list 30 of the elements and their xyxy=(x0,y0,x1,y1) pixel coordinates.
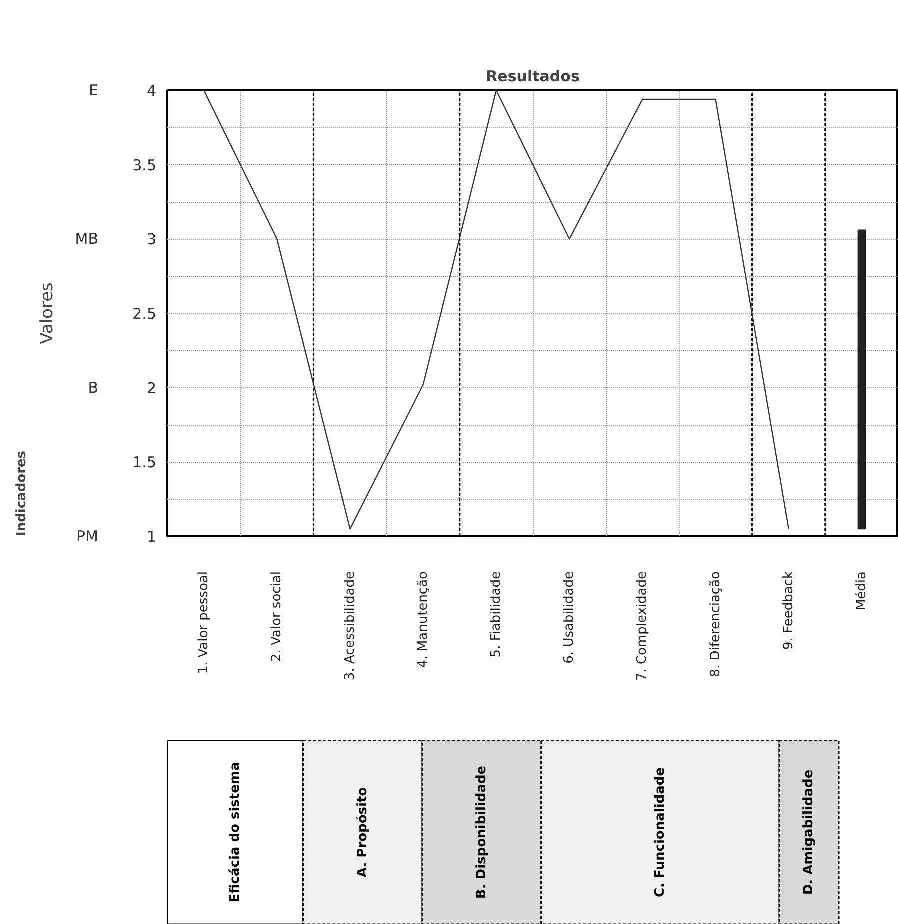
y-tick-label: 2.5 xyxy=(132,305,157,323)
x-tick-label: 8. Diferenciação xyxy=(708,571,724,678)
x-tick-label: Média xyxy=(854,572,870,611)
text: PM xyxy=(76,528,99,546)
text: B xyxy=(88,378,99,397)
chart-title: Resultados xyxy=(486,68,580,86)
text: D. Amigabilidade xyxy=(802,770,817,896)
text: MB xyxy=(75,230,98,248)
x-tick-label: 1. Valor pessoal xyxy=(196,571,212,674)
x-tick-label: 2. Valor social xyxy=(270,571,285,662)
x-tick-label: 9. Feedback xyxy=(781,571,796,650)
y-tick-label: 1 xyxy=(146,528,157,546)
x-tick-label: 5. Fiabilidade xyxy=(488,572,504,658)
text: C. Funcionalidade xyxy=(652,767,668,898)
y-tick-label: 2 xyxy=(146,379,157,398)
y-tick-label: 3.5 xyxy=(132,156,157,174)
x-tick-label: 7. Complexidade xyxy=(635,571,650,682)
y-axis-title: Valores xyxy=(37,282,58,344)
text: Eficácia do sistema xyxy=(228,762,243,903)
line-series xyxy=(203,90,790,530)
x-tick-label: 4. Manutenção xyxy=(416,571,431,668)
text: B. Disponibilidade xyxy=(474,766,490,900)
y-tick-label: 3 xyxy=(146,230,157,249)
y-tick-label: 1.5 xyxy=(132,454,157,472)
y-tick-label: 4 xyxy=(146,82,157,100)
text: A. Propósito xyxy=(355,787,370,878)
x-tick-label: 3. Acessibilidade xyxy=(342,571,358,681)
text: E xyxy=(89,82,99,100)
x-tick-label: 6. Usabilidade xyxy=(562,571,578,664)
text: Indicadores xyxy=(14,450,30,536)
